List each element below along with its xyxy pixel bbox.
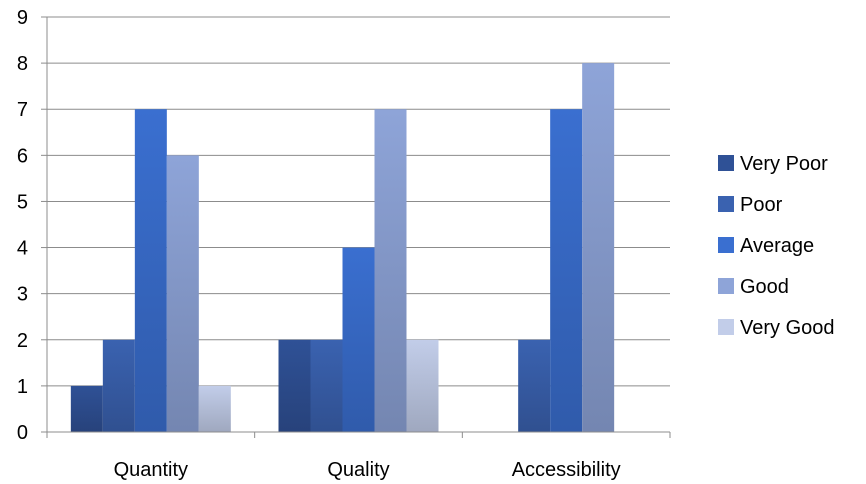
- x-axis-ticks: Quantity Quality Accessibility: [114, 459, 621, 481]
- legend-label: Very Good: [740, 317, 835, 339]
- y-tick-label: 8: [17, 53, 28, 75]
- legend-label: Poor: [740, 194, 783, 216]
- x-tick-label: Quantity: [114, 459, 188, 481]
- legend-label: Average: [740, 235, 814, 257]
- y-tick-label: 3: [17, 284, 28, 306]
- y-tick-label: 9: [17, 7, 28, 29]
- legend-swatch: [718, 278, 734, 294]
- legend-label: Good: [740, 276, 789, 298]
- axes: [41, 16, 671, 438]
- bar-accessibility-average: [550, 109, 583, 432]
- bars: [70, 63, 615, 433]
- x-tick-label: Quality: [327, 459, 389, 481]
- y-tick-label: 2: [17, 330, 28, 352]
- y-tick-label: 0: [17, 422, 28, 444]
- legend-swatch: [718, 196, 734, 212]
- y-tick-label: 6: [17, 145, 28, 167]
- bar-quantity-good: [166, 155, 199, 433]
- legend: Very Poor Poor Average Good Very Good: [718, 153, 835, 339]
- y-tick-label: 5: [17, 191, 28, 213]
- legend-swatch: [718, 155, 734, 171]
- y-tick-label: 7: [17, 99, 28, 121]
- bar-accessibility-good: [582, 63, 615, 432]
- legend-swatch: [718, 319, 734, 335]
- bar-quality-very-poor: [278, 339, 311, 432]
- bar-quality-good: [374, 109, 407, 432]
- bar-quantity-very-good: [198, 385, 231, 432]
- bar-quantity-very-poor: [70, 385, 103, 432]
- bar-quality-poor: [310, 339, 343, 432]
- bar-accessibility-poor: [518, 339, 551, 432]
- y-tick-label: 1: [17, 376, 28, 398]
- x-tick-label: Accessibility: [512, 459, 621, 481]
- legend-label: Very Poor: [740, 153, 828, 175]
- legend-swatch: [718, 237, 734, 253]
- y-axis-ticks: 0 1 2 3 4 5 6 7 8 9: [17, 7, 28, 444]
- y-tick-label: 4: [17, 238, 28, 260]
- bar-quality-very-good: [406, 339, 439, 432]
- bar-quality-average: [342, 247, 375, 432]
- bar-quantity-average: [134, 109, 167, 432]
- bar-quantity-poor: [102, 339, 135, 432]
